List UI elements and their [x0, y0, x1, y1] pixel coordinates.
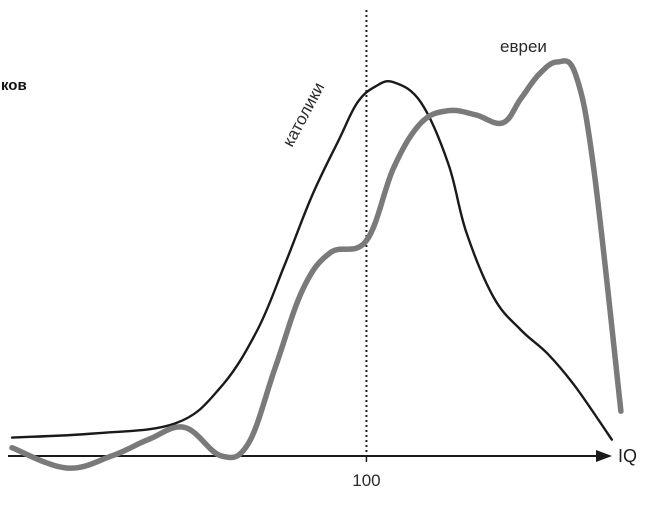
series-line-catholics — [10, 79, 613, 441]
x-axis-arrow — [596, 450, 612, 462]
cropped-text-fragment: ков — [1, 77, 27, 94]
x-axis-title: IQ — [618, 446, 637, 466]
series-line-jews — [9, 58, 624, 471]
plot-area: IQ 100 католики евреи — [8, 10, 637, 490]
x-tick-label: 100 — [352, 471, 380, 490]
series-label-catholics: католики — [279, 79, 329, 150]
series-label-jews: евреи — [500, 37, 547, 56]
